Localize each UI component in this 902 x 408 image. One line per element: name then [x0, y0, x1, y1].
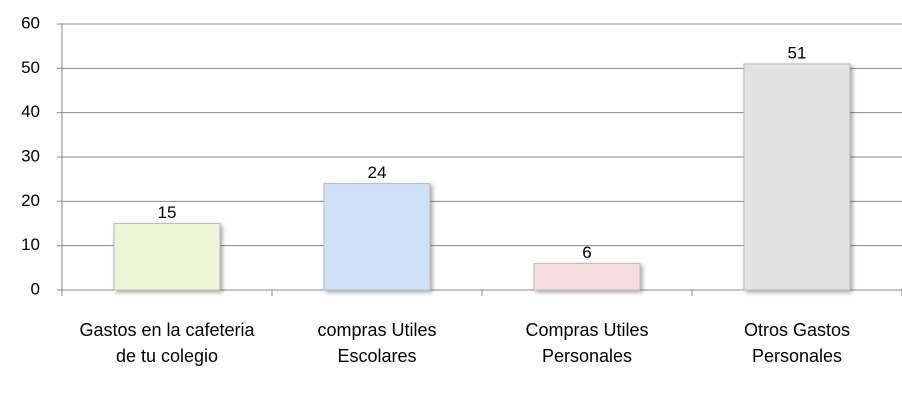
- x-tick-label: Gastos en la cafeteria de tu colegio: [79, 320, 255, 366]
- bar: [533, 262, 641, 291]
- y-tick-label: 60: [21, 13, 40, 32]
- x-tick-label: Compras Utiles Personales: [525, 320, 649, 366]
- y-tick-label: 30: [21, 146, 40, 165]
- value-label: 15: [158, 203, 177, 222]
- y-tick-label: 10: [21, 235, 40, 254]
- value-label: 24: [368, 163, 387, 182]
- x-tick-label: compras Utiles Escolares: [317, 320, 437, 366]
- bar: [323, 183, 431, 291]
- value-label: 51: [788, 43, 807, 62]
- x-tick-label: Otros Gastos Personales: [743, 320, 851, 366]
- bar: [113, 223, 221, 291]
- y-tick-label: 0: [31, 279, 40, 298]
- y-tick-label: 20: [21, 191, 40, 210]
- value-label: 6: [582, 243, 591, 262]
- y-tick-label: 40: [21, 102, 40, 121]
- bar: [743, 63, 851, 291]
- y-tick-label: 50: [21, 58, 40, 77]
